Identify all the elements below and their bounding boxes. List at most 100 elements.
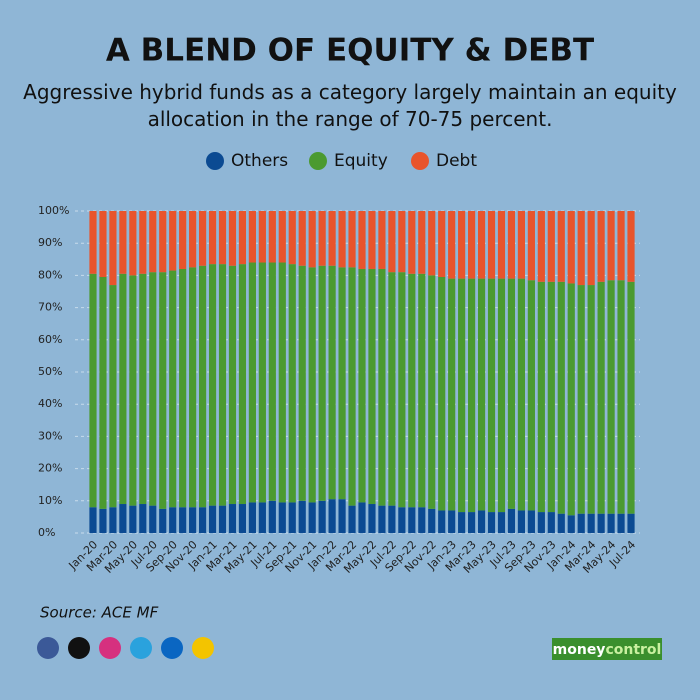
bar-segment — [408, 273, 416, 508]
bar-segment — [278, 211, 286, 263]
bar-segment — [487, 512, 496, 533]
bar-segment — [338, 499, 346, 533]
bar-segment — [318, 265, 326, 501]
bar-segment — [328, 211, 336, 266]
bar-segment — [607, 280, 615, 514]
bar-segment — [418, 211, 426, 274]
bar-segment — [179, 211, 187, 269]
bar-segment — [308, 502, 316, 533]
legend-label: Equity — [334, 151, 388, 171]
bar-segment — [109, 211, 117, 286]
bar-segment — [537, 512, 545, 533]
bar-segment — [468, 512, 476, 533]
bar-segment — [208, 211, 217, 265]
bar-segment — [537, 211, 545, 282]
bar-segment — [378, 505, 386, 533]
bar-segment — [139, 211, 147, 274]
bar-segment — [169, 211, 177, 271]
bar-segment — [547, 211, 555, 282]
bar-segment — [228, 265, 237, 505]
bar-segment — [208, 505, 217, 533]
bar-segment — [408, 211, 416, 274]
bar-segment — [159, 272, 167, 509]
bar-segment — [278, 262, 286, 503]
bar-segment — [208, 264, 217, 506]
bar-segment — [577, 285, 585, 514]
bar-segment — [169, 507, 177, 533]
bar-segment — [617, 513, 625, 533]
bar-segment — [328, 499, 336, 533]
bar-segment — [218, 505, 227, 533]
bar-segment — [288, 211, 296, 265]
brand-name: moneycontrol — [553, 642, 662, 658]
y-tick-label: 60% — [38, 333, 62, 346]
bar-segment — [99, 277, 107, 509]
bar-segment — [527, 280, 535, 511]
bar-segment — [258, 502, 266, 533]
bar-segment — [228, 504, 237, 533]
bar-segment — [139, 273, 147, 505]
bar-segment — [129, 505, 137, 533]
bar-segment — [587, 211, 595, 286]
bar-segment — [348, 267, 356, 506]
bar-segment — [607, 513, 615, 533]
bar-segment — [597, 211, 605, 282]
bar-segment — [378, 268, 386, 506]
chart-title: A BLEND OF EQUITY & DEBT — [106, 33, 594, 69]
bar-segment — [348, 211, 356, 268]
bar-segment — [318, 500, 326, 533]
chart-subtitle: Aggressive hybrid funds as a category la… — [23, 80, 677, 131]
bar-segment — [388, 272, 396, 506]
bar-segment — [248, 262, 256, 503]
y-tick-label: 70% — [38, 301, 62, 314]
legend-marker — [206, 152, 224, 170]
legend-marker — [309, 152, 327, 170]
bar-segment — [428, 211, 436, 276]
y-tick-label: 40% — [38, 397, 62, 410]
bar-segment — [597, 513, 605, 533]
bar-segment — [438, 277, 446, 511]
bar-segment — [159, 508, 167, 533]
bar-segment — [298, 500, 306, 533]
bar-segment — [507, 508, 516, 533]
legend-marker — [411, 152, 429, 170]
bar-segment — [129, 275, 137, 506]
bar-segment — [368, 504, 376, 533]
bar-segment — [458, 512, 466, 533]
bar-segment — [398, 507, 406, 533]
bar-segment — [99, 508, 107, 533]
bar-segment — [268, 262, 276, 501]
bar-segment — [468, 278, 476, 513]
bar-segment — [368, 211, 376, 269]
bar-segment — [318, 211, 326, 266]
bar-segment — [527, 211, 535, 281]
bar-segment — [627, 281, 635, 514]
bar-segment — [109, 285, 117, 508]
bar-segment — [497, 512, 506, 533]
bar-segment — [477, 211, 486, 279]
bar-segment — [398, 272, 406, 508]
bar-segment — [617, 280, 625, 514]
bar-segment — [527, 510, 535, 533]
bar-segment — [358, 211, 366, 269]
bar-segment — [288, 502, 296, 533]
bar-segment — [149, 272, 157, 506]
bar-segment — [159, 211, 167, 273]
bar-segment — [438, 510, 446, 533]
bar-segment — [298, 265, 306, 501]
bar-segment — [418, 273, 426, 508]
bar-segment — [388, 505, 396, 533]
bar-segment — [189, 507, 197, 533]
bar-segment — [189, 267, 197, 508]
bar-segment — [99, 211, 107, 278]
brand-logo — [552, 638, 662, 660]
bar-segment — [149, 505, 157, 533]
bar-segment — [398, 211, 406, 273]
bar-segment — [358, 268, 366, 503]
bar-segment — [218, 264, 227, 506]
bar-segment — [119, 211, 127, 274]
y-tick-label: 80% — [38, 268, 62, 281]
bar-segment — [557, 211, 565, 282]
y-tick-label: 50% — [38, 365, 62, 378]
social-icons — [37, 637, 214, 659]
